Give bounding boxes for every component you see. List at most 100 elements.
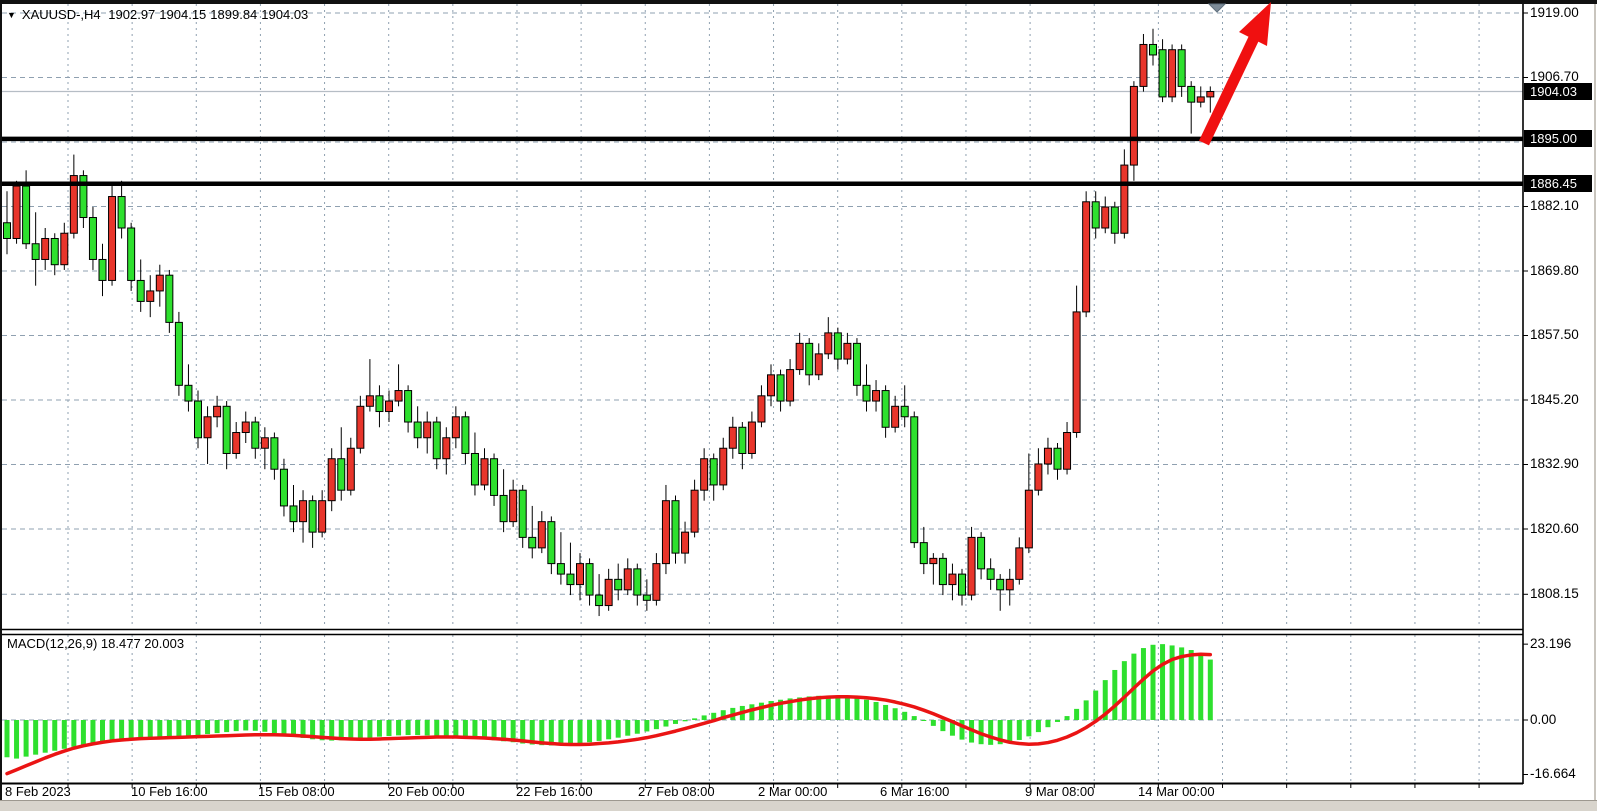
macd-bar [405,720,411,736]
candle [470,432,479,496]
macd-bar [195,720,201,736]
time-axis-label: 2 Mar 00:00 [758,784,828,799]
candle [537,511,546,554]
candle [394,364,403,407]
candle [241,411,250,443]
macd-bar [806,696,812,720]
macd-bar [883,704,889,720]
ohlc-open: 1902.97 [108,7,156,22]
level-price-label: 1895.00 [1524,130,1592,148]
macd-bar [940,720,946,732]
candle [518,484,527,548]
macd-bar [166,720,172,737]
candle [986,558,995,590]
macd-scale-label: -16.664 [1530,766,1576,782]
candle [996,574,1005,611]
candle [165,269,174,333]
candle [938,553,947,596]
macd-bar [424,720,430,736]
candle [385,390,393,423]
macd-bar [510,720,516,743]
macd-bar [357,720,363,739]
macd-bar [185,720,191,736]
macd-bar [1093,690,1099,720]
symbol-dropdown-icon[interactable]: ▼ [7,10,16,20]
macd-bar [892,708,898,720]
macd-bar [396,720,402,736]
macd-bar [1112,669,1118,720]
macd-bar [128,720,134,739]
macd-bar [415,720,421,736]
candle [1024,453,1033,554]
candle [1206,86,1215,113]
candle [480,448,489,491]
candle [1139,33,1148,92]
macd-bar [864,699,869,720]
macd-scale-label: 23.196 [1530,636,1572,652]
macd-bar [1188,650,1194,720]
macd-bar [758,702,764,720]
candle [1129,81,1138,181]
candle [442,427,451,475]
candle [1053,442,1062,480]
price-axis-label: 1808.15 [1530,586,1579,602]
macd-histogram [4,644,1213,759]
macd-bar [80,720,86,745]
macd-bar [386,720,392,737]
candle [41,227,50,270]
macd-bar [23,720,29,757]
candle [595,574,604,617]
macd-bar [376,720,382,737]
candle [719,437,728,491]
macd-bar [1016,720,1022,740]
macd-bar [930,720,936,726]
red-up-arrow[interactable] [1199,2,1271,146]
macd-bar [348,720,354,740]
candle [671,495,680,564]
macd-bar [520,720,526,744]
candle [69,154,78,239]
candle [413,406,422,449]
macd-bar [338,720,344,741]
time-axis-label: 22 Feb 16:00 [516,784,593,799]
candle [948,563,957,601]
candle [213,395,222,428]
ohlc-low: 1899.84 [210,7,258,22]
macd-scale-label: 0.00 [1530,712,1557,727]
macd-bar [835,695,841,720]
macd-bar [1064,716,1070,720]
candle [1177,44,1186,97]
macd-bar [271,720,277,734]
candle [795,332,804,375]
candle [1120,149,1129,239]
macd-bar [606,720,612,740]
macd-bar [462,720,468,738]
candle [843,332,852,365]
candle [31,212,40,286]
candle [929,553,938,585]
candle [1082,191,1091,318]
candle [652,553,661,606]
gray-down-triangle-marker[interactable] [1207,3,1227,13]
macd-bar [749,704,755,720]
macd-bar [1160,644,1166,720]
candle [490,453,499,506]
macd-bar [949,720,955,736]
macd-bar [1026,720,1032,737]
symbol-ohlc-title: ▼ XAUUSD-,H4 1902.97 1904.15 1899.84 1904.03 [7,7,312,22]
candle [690,479,699,538]
bottom-status-strip [0,800,1597,811]
candle [232,422,241,459]
macd-bar [252,720,258,731]
macd-bar [673,720,678,724]
candle [203,406,212,464]
macd-bar [61,720,67,749]
candle [432,416,441,470]
candle [136,259,145,312]
price-axis-label: 1869.80 [1530,262,1579,278]
macd-bar [1179,647,1185,720]
macd-bar [1083,700,1089,720]
macd-bar [119,720,125,740]
macd-bar [653,720,659,730]
